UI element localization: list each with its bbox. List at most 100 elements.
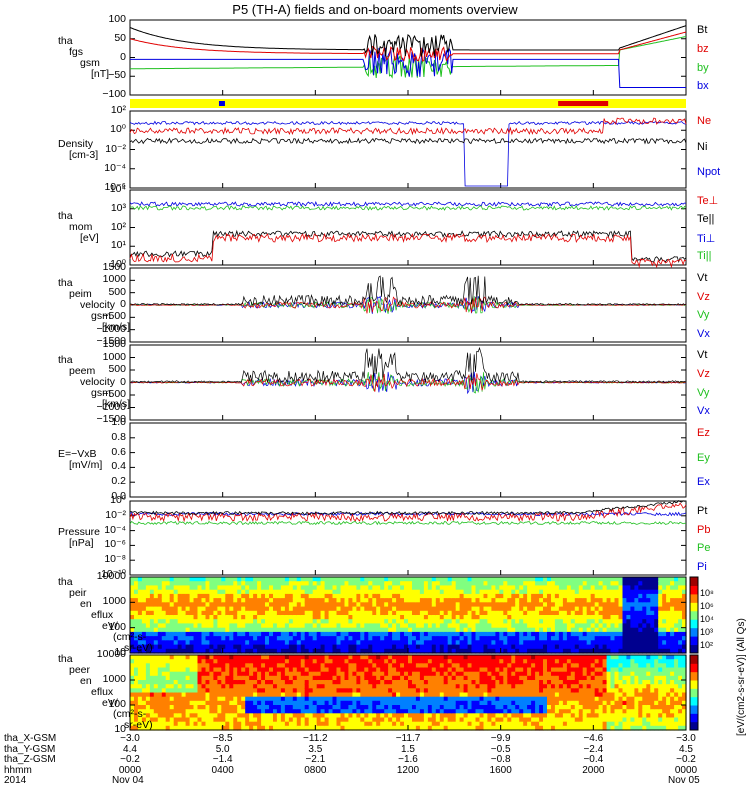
efield-ylabel: E=−VxB — [58, 448, 97, 460]
xaxis-value: 1600 — [489, 764, 512, 776]
pressure-legend-pb: Pb — [697, 523, 711, 536]
peir-ylabel: peir — [69, 586, 87, 599]
efield-frame — [129, 422, 687, 498]
peir-ylabel: eflux — [91, 608, 114, 621]
xaxis-row-label: hhmm — [4, 764, 32, 776]
xaxis-value: −3.0 — [676, 733, 696, 744]
peim-ytick-label: −1000 — [96, 322, 127, 335]
xaxis-value: 0400 — [211, 764, 234, 776]
peer-ytick-label: 10 — [114, 723, 126, 735]
temp-legend-ti: Ti|| — [697, 250, 712, 263]
xaxis-row-label: tha_X-GSM — [4, 733, 57, 744]
peem-vz-line — [129, 373, 687, 392]
peem-ylabel: tha — [58, 354, 73, 366]
peer-ytick-label: 10000 — [96, 648, 126, 660]
fgs-ytick-label: −100 — [102, 88, 126, 100]
peim-ylabel: gsm — [91, 309, 111, 322]
xaxis-value: −11.2 — [303, 733, 328, 744]
xaxis-value: −8.5 — [212, 733, 233, 744]
pressure-ytick-label: 10⁻⁶ — [104, 538, 126, 551]
density-legend-ne: Ne — [697, 115, 712, 127]
density-ytick-label: 10⁻² — [105, 142, 126, 155]
mode-bar — [130, 99, 686, 108]
peim-ylabel: velocity — [80, 298, 116, 311]
peim-legend-vy: Vy — [697, 309, 710, 321]
density-ni-line — [129, 137, 687, 145]
xaxis-value: −1.6 — [398, 754, 418, 765]
density-legend-ni: Ni — [697, 140, 708, 153]
peir-ylabel: tha — [58, 575, 73, 588]
density-ne-line — [129, 117, 687, 136]
efield-ytick-label: 0.4 — [111, 460, 126, 473]
peem-legend-vt: Vt — [697, 349, 708, 361]
peim-ytick-label: 500 — [108, 285, 126, 298]
peem-vy-line — [129, 372, 687, 394]
xaxis-value: −9.9 — [490, 733, 511, 744]
fgs-legend-by: by — [697, 61, 709, 74]
xaxis-value: Nov 04 — [112, 775, 144, 786]
peer-colorbar — [689, 654, 699, 731]
peir-ytick-label: 10 — [114, 646, 126, 658]
efield-ytick-label: 0.2 — [111, 475, 126, 488]
fgs-frame — [129, 19, 687, 96]
xaxis-value: 4.4 — [123, 743, 137, 755]
peem-ylabel: peem — [69, 365, 96, 377]
pressure-legend-pi: Pi — [697, 560, 707, 573]
peir-spectrogram — [130, 577, 687, 654]
pressure-legend-pe: Pe — [697, 542, 711, 554]
temp-ytick-label: 10³ — [110, 201, 126, 214]
pressure-pe-line — [129, 520, 687, 526]
peim-ylabel: tha — [58, 276, 73, 289]
peir-ylabel: en — [80, 597, 92, 610]
efield-ytick-label: 0.8 — [111, 430, 126, 443]
pressure-ytick-label: 10⁻² — [105, 508, 126, 521]
efield-ytick-label: 0.6 — [111, 445, 126, 458]
xaxis-value: 0000 — [674, 764, 698, 776]
peer-ylabel: tha — [58, 653, 73, 665]
peim-ytick-label: −1500 — [96, 335, 127, 347]
peer-ylabel: peer — [69, 664, 91, 676]
mode-bar-burst — [558, 101, 609, 106]
xaxis-value: −4.6 — [583, 733, 604, 744]
xaxis-value: −0.8 — [490, 754, 511, 765]
peer-ylabel: en — [80, 675, 92, 687]
mode-bar-marker — [218, 101, 225, 106]
peem-legend-vy: Vy — [697, 386, 710, 399]
temp-ylabel: tha — [58, 210, 73, 222]
peem-ytick-label: −500 — [102, 388, 126, 400]
peem-ylabel: [km/s] — [102, 398, 130, 410]
pressure-pb-line — [129, 502, 687, 523]
temp-frame — [129, 189, 687, 266]
fgs-legend-bt: Bt — [697, 24, 708, 36]
peer-spectrogram — [130, 655, 687, 731]
density-ylabel: [cm-3] — [69, 148, 99, 161]
xaxis-value: −2.1 — [305, 754, 326, 765]
density-ytick-label: 10⁻⁶ — [104, 181, 126, 193]
fgs-bt-line — [129, 25, 687, 57]
pressure-ytick-label: 10⁻⁸ — [104, 553, 126, 566]
temp-ylabel: mom — [69, 221, 93, 233]
xaxis-value: 0800 — [304, 764, 327, 776]
peim-vz-line — [129, 296, 687, 314]
peim-legend-vz: Vz — [697, 290, 710, 303]
peer-ylabel: eV/ — [102, 697, 118, 709]
density-ylabel: Density — [58, 137, 94, 150]
colorbar-tick: 10⁸ — [700, 588, 714, 598]
temp-te-par-line — [129, 229, 687, 263]
density-npot-line — [129, 120, 687, 187]
peim-ytick-label: 1500 — [102, 261, 126, 273]
efield-ylabel: [mV/m] — [69, 459, 103, 471]
fgs-ytick-label: 100 — [108, 13, 126, 25]
xaxis-value: 1200 — [396, 764, 420, 776]
xaxis-value: 2000 — [582, 764, 605, 776]
fgs-bx-line — [130, 46, 686, 88]
xaxis-row-label: tha_Y-GSM — [4, 743, 56, 755]
xaxis-value: 4.5 — [679, 743, 693, 755]
pressure-pt-line — [129, 499, 687, 516]
xaxis-row-label: 2014 — [4, 775, 27, 786]
fgs-legend-bx: bx — [697, 80, 709, 93]
peem-legend-vz: Vz — [697, 367, 710, 380]
peir-ylabel: sr-eV) — [124, 641, 153, 654]
xaxis-value: −0.2 — [676, 754, 696, 765]
peim-legend-vx: Vx — [697, 327, 710, 340]
